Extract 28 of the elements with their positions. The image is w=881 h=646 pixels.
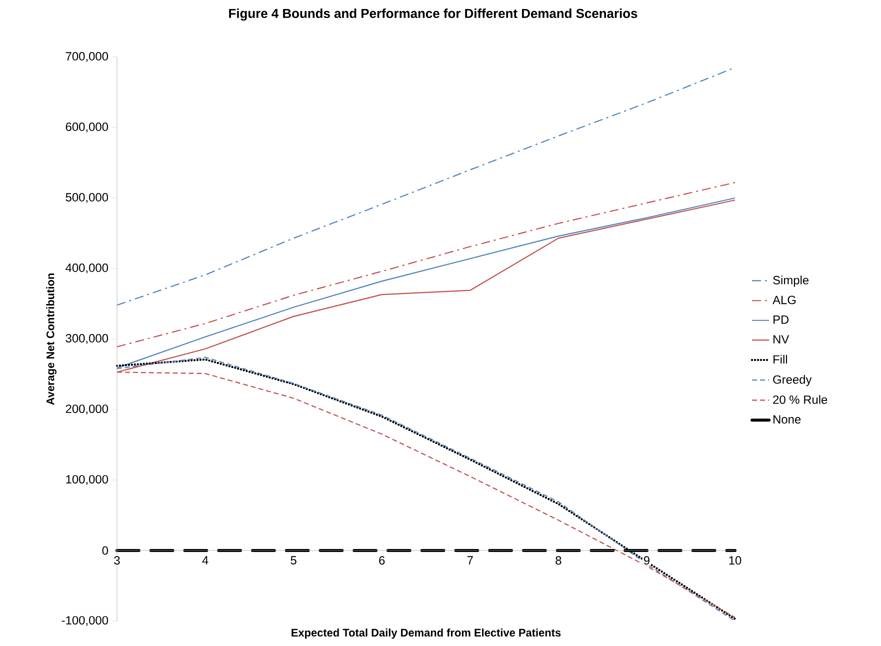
x-tick-label: 4 xyxy=(202,556,208,564)
x-axis-title: Expected Total Daily Demand from Elective Patients xyxy=(292,628,561,639)
y-tick-label: 500,000 xyxy=(66,193,108,203)
x-tick-label: 8 xyxy=(556,556,562,565)
legend-label: ALG xyxy=(772,296,796,304)
y-tick-label: 700,000 xyxy=(66,52,108,62)
legend-label: 20 % Rule xyxy=(773,395,828,404)
legend-label: None xyxy=(774,415,801,424)
y-tick-label: 100,000 xyxy=(66,475,108,485)
y-tick-label: 0 xyxy=(102,546,108,555)
y-axis-title: Average Net Contribution xyxy=(46,274,56,405)
y-tick-label: 400,000 xyxy=(66,264,108,274)
legend-label: Fill xyxy=(774,354,788,364)
x-tick-label: 6 xyxy=(379,556,385,565)
legend-label: PD xyxy=(774,316,789,324)
chart-title: Figure 4 Bounds and Performance for Different Demand Scenarios xyxy=(229,8,638,21)
y-tick-label: -100,000 xyxy=(62,616,108,626)
legend-label: Greedy xyxy=(773,375,812,386)
y-tick-label: 200,000 xyxy=(66,404,108,414)
x-tick-label: 10 xyxy=(729,556,742,565)
y-tick-label: 600,000 xyxy=(66,122,108,132)
x-tick-label: 3 xyxy=(114,556,120,565)
legend-label: NV xyxy=(774,335,790,344)
y-tick-label: 300,000 xyxy=(66,334,108,344)
legend-label: Simple xyxy=(773,276,809,287)
x-tick-label: 5 xyxy=(290,556,296,565)
x-tick-label: 9 xyxy=(644,556,650,565)
x-tick-label: 7 xyxy=(467,556,473,564)
